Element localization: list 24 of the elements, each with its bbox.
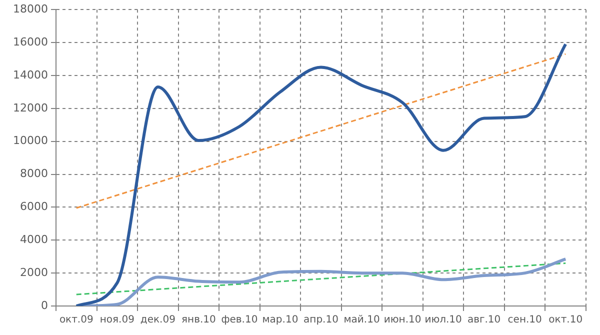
y-tick-label: 14000 <box>12 68 48 82</box>
x-tick-label: июл.10 <box>424 314 462 326</box>
x-tick-label: окт.10 <box>548 314 583 326</box>
y-tick-label: 4000 <box>20 232 48 246</box>
x-tick-label: июн.10 <box>384 314 422 326</box>
y-tick-label: 12000 <box>12 101 48 114</box>
y-tick-label: 8000 <box>20 167 48 180</box>
x-tick-label: апр.10 <box>304 314 338 326</box>
x-tick-label: ноя.09 <box>100 314 134 326</box>
y-tick-label: 0 <box>40 298 48 312</box>
y-tick-label: 10000 <box>12 134 48 148</box>
y-tick-label: 2000 <box>20 266 48 279</box>
x-tick-label: янв.10 <box>182 314 216 326</box>
x-tick-label: сен.10 <box>508 314 542 326</box>
y-tick-label: 16000 <box>12 35 48 48</box>
x-tick-label: май.10 <box>344 314 380 326</box>
y-tick-label: 6000 <box>20 200 48 214</box>
x-tick-label: окт.09 <box>59 314 94 326</box>
y-tick-label: 18000 <box>12 2 48 16</box>
line-series <box>74 42 568 306</box>
x-tick-label: фев.10 <box>221 314 258 326</box>
x-tick-label: мар.10 <box>262 314 298 326</box>
x-tick-label: дек.09 <box>140 314 176 326</box>
x-tick-label: авг.10 <box>467 314 501 326</box>
